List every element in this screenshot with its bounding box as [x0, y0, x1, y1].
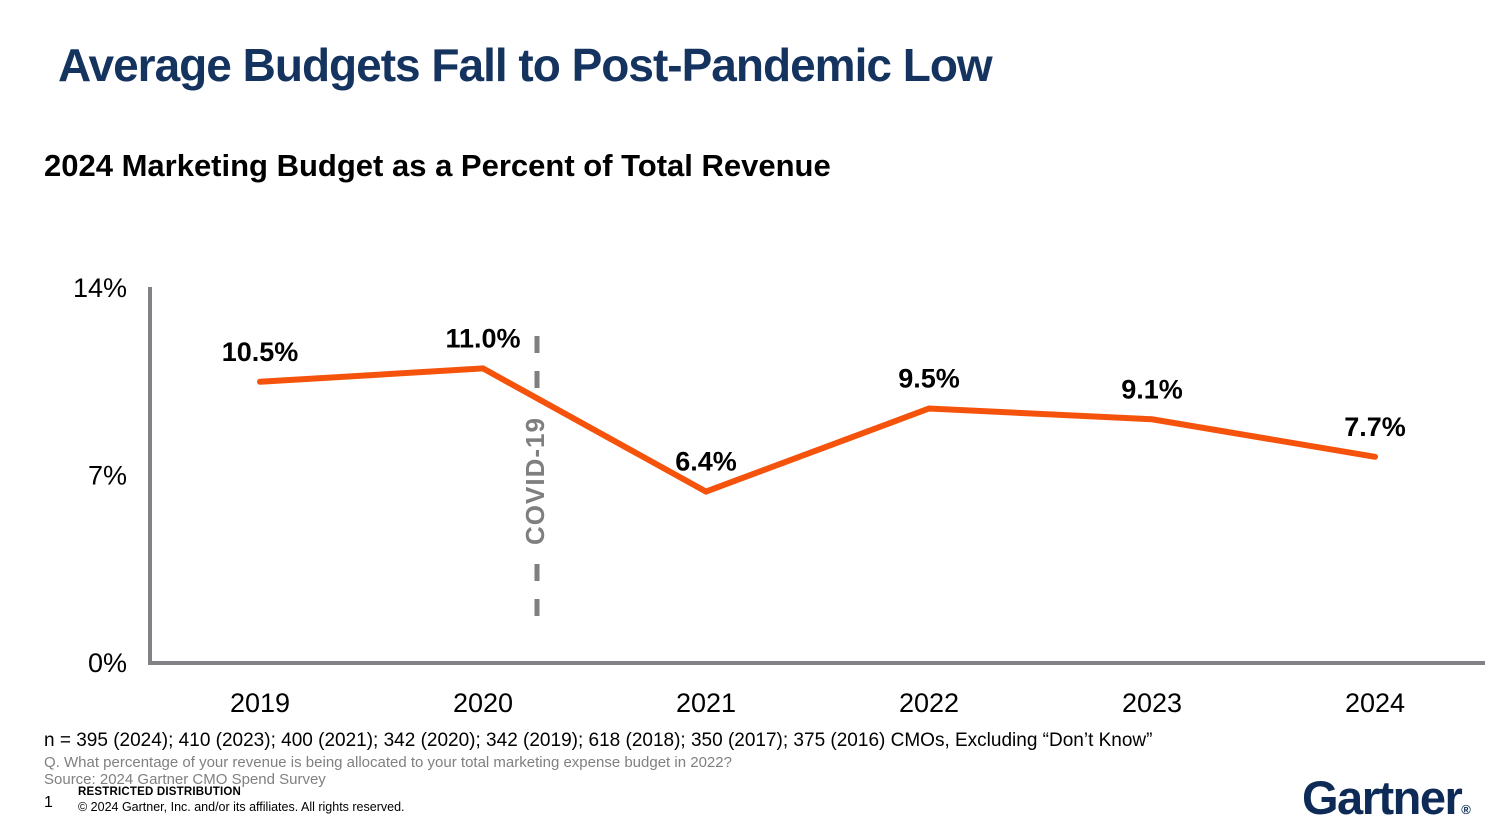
x-tick-label-2024: 2024	[1345, 688, 1405, 718]
x-tick-label-2020: 2020	[453, 688, 513, 718]
footnote-question: Q. What percentage of your revenue is be…	[44, 754, 732, 771]
x-tick-label-2019: 2019	[230, 688, 290, 718]
data-label-2021: 6.4%	[675, 447, 737, 477]
x-tick-label-2023: 2023	[1122, 688, 1182, 718]
classification-label: RESTRICTED DISTRIBUTION	[78, 786, 242, 798]
data-label-2020: 11.0%	[445, 323, 520, 353]
series-line	[257, 365, 1378, 495]
gartner-logo-text: Gartner	[1302, 771, 1463, 824]
data-label-2023: 9.1%	[1121, 374, 1183, 404]
x-tick-label-2022: 2022	[899, 688, 959, 718]
y-tick-label-14%: 14%	[73, 273, 127, 303]
covid-annotation: COVID-19	[520, 336, 550, 624]
data-label-2024: 7.7%	[1344, 412, 1406, 442]
y-tick-label-7%: 7%	[88, 461, 127, 491]
y-tick-label-0%: 0%	[88, 648, 127, 678]
copyright-notice: © 2024 Gartner, Inc. and/or its affiliat…	[78, 800, 405, 814]
footnote-sample-sizes: n = 395 (2024); 410 (2023); 400 (2021); …	[44, 730, 1153, 751]
chart-subtitle: 2024 Marketing Budget as a Percent of To…	[44, 148, 831, 183]
page-title: Average Budgets Fall to Post-Pandemic Lo…	[58, 39, 993, 91]
data-label-2022: 9.5%	[898, 364, 960, 394]
footnote-source: Source: 2024 Gartner CMO Spend Survey	[44, 771, 326, 788]
covid-label: COVID-19	[520, 417, 550, 545]
x-axis-tick-labels: 2019 2020 2021 2022 2023 2024	[230, 688, 1405, 718]
x-tick-label-2021: 2021	[676, 688, 736, 718]
registered-trademark-icon: ®	[1461, 802, 1471, 817]
data-label-2019: 10.5%	[222, 337, 299, 367]
y-axis-tick-labels: 0% 7% 14%	[73, 273, 127, 678]
data-labels: 10.5% 11.0% 6.4% 9.5% 9.1% 7.7%	[222, 323, 1406, 476]
gartner-logo: Gartner®	[1302, 770, 1471, 825]
page-number: 1	[44, 794, 53, 811]
